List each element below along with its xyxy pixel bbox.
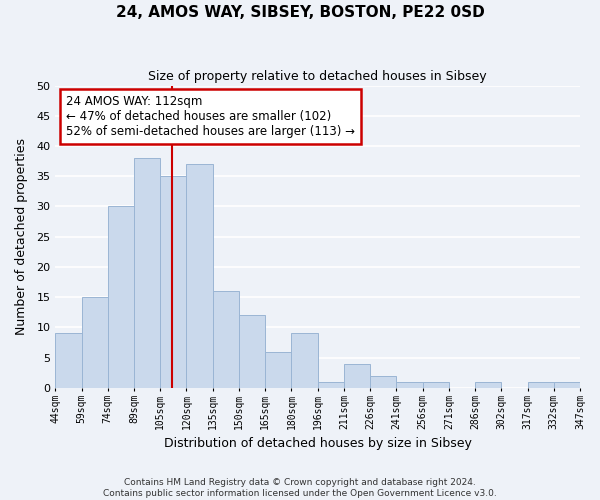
Bar [160,176,187,388]
Bar [213,291,239,388]
Bar [397,382,422,388]
Text: Contains HM Land Registry data © Crown copyright and database right 2024.
Contai: Contains HM Land Registry data © Crown c… [103,478,497,498]
Bar [527,382,554,388]
Bar [475,382,501,388]
Text: 24 AMOS WAY: 112sqm
← 47% of detached houses are smaller (102)
52% of semi-detac: 24 AMOS WAY: 112sqm ← 47% of detached ho… [66,94,355,138]
Bar [239,316,265,388]
Bar [370,376,397,388]
Bar [422,382,449,388]
Bar [187,164,213,388]
Bar [134,158,160,388]
Bar [82,297,108,388]
Bar [317,382,344,388]
Bar [108,206,134,388]
Bar [344,364,370,388]
Bar [55,334,82,388]
Bar [265,352,292,388]
Y-axis label: Number of detached properties: Number of detached properties [15,138,28,335]
X-axis label: Distribution of detached houses by size in Sibsey: Distribution of detached houses by size … [164,437,472,450]
Title: Size of property relative to detached houses in Sibsey: Size of property relative to detached ho… [148,70,487,83]
Bar [292,334,317,388]
Bar [554,382,580,388]
Text: 24, AMOS WAY, SIBSEY, BOSTON, PE22 0SD: 24, AMOS WAY, SIBSEY, BOSTON, PE22 0SD [116,5,484,20]
